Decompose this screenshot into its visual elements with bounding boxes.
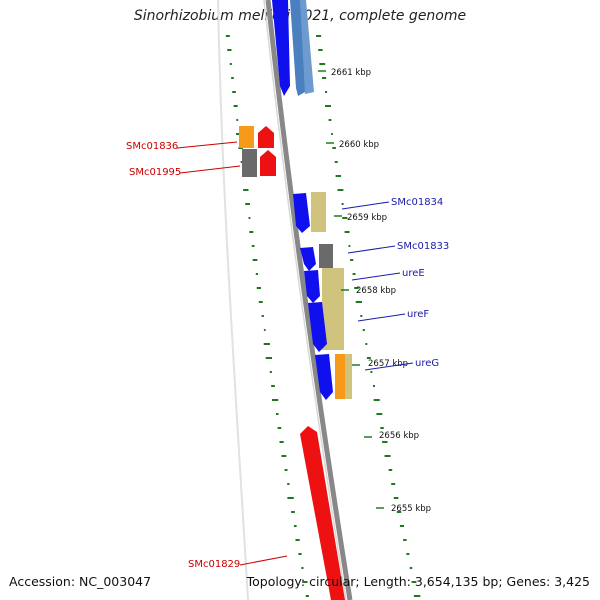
gene-smc01836 xyxy=(239,126,254,148)
gene-label-uree[interactable]: ureE xyxy=(402,268,425,279)
gene-label-smc01829[interactable]: SMc01829 xyxy=(188,559,240,570)
gene-labels-right: SMc01834 SMc01833 ureE ureF ureG xyxy=(341,197,449,371)
kbp-label: 2657 kbp xyxy=(368,359,408,369)
gene-smc01829 xyxy=(300,426,345,600)
kbp-label: 2658 kbp xyxy=(356,286,396,296)
accession-text: Accession: NC_003047 xyxy=(9,574,152,589)
gene-smc01834-khaki xyxy=(311,192,326,232)
gene-smc01833-blue xyxy=(300,247,316,271)
gene-label-smc01834[interactable]: SMc01834 xyxy=(391,197,443,208)
genome-backbone-highlight xyxy=(263,0,347,600)
gene-smc01995 xyxy=(242,149,257,177)
gc-skew-track-left xyxy=(225,35,309,597)
gene-label-ureg[interactable]: ureG xyxy=(415,358,439,369)
gene-ureg-blue xyxy=(315,354,333,400)
gene-smc01833-gray xyxy=(319,244,333,268)
gene-smc01995-red xyxy=(260,150,276,176)
kbp-label: 2659 kbp xyxy=(347,213,387,223)
gene-label-uref[interactable]: ureF xyxy=(407,309,429,320)
gene-smc01834-blue xyxy=(293,193,310,233)
gene-labels-left: SMc01836 SMc01995 SMc01829 xyxy=(126,141,288,570)
kbp-scale: 2661 kbp 2660 kbp 2659 kbp 2658 kbp 2657… xyxy=(318,68,431,514)
genome-summary-text: Topology: circular; Length: 3,654,135 bp… xyxy=(246,574,590,589)
kbp-label: 2660 kbp xyxy=(339,140,379,150)
gene-smc01836-red xyxy=(258,126,274,148)
gene-uree-blue xyxy=(304,270,320,303)
gene-uref-blue xyxy=(308,302,327,352)
gene-label-smc01836[interactable]: SMc01836 xyxy=(126,141,178,152)
gene-label-smc01833[interactable]: SMc01833 xyxy=(397,241,449,252)
gene-ureg-khaki xyxy=(345,354,352,399)
gene-top-steelblue-2 xyxy=(300,0,314,94)
gene-top-blue xyxy=(272,0,290,96)
gene-ure-khaki xyxy=(322,268,344,350)
kbp-label: 2656 kbp xyxy=(379,431,419,441)
genome-backbone xyxy=(265,0,353,600)
kbp-label: 2655 kbp xyxy=(391,504,431,514)
kbp-label: 2661 kbp xyxy=(331,68,371,78)
gene-ureg-orange xyxy=(335,354,345,399)
gene-label-smc01995[interactable]: SMc01995 xyxy=(129,167,181,178)
gc-skew-track-right xyxy=(316,35,421,597)
outer-arc xyxy=(217,0,249,600)
